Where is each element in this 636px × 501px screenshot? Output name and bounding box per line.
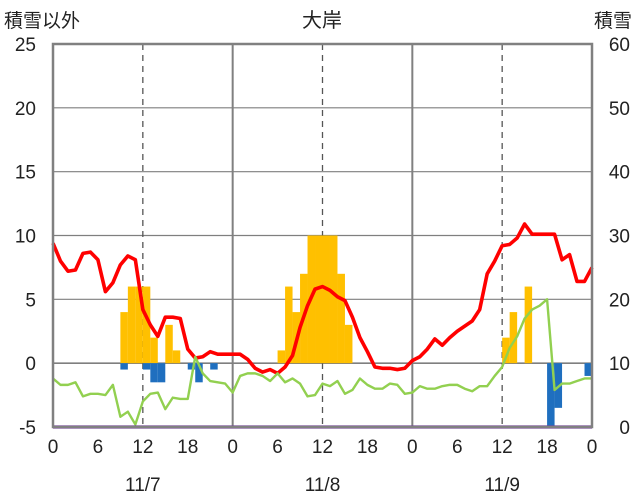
left-tick-label: 20	[15, 99, 36, 120]
x-tick-label: 12	[492, 437, 513, 458]
right-tick-label: 40	[609, 163, 630, 184]
left-tick-label: -5	[19, 418, 36, 439]
bar-0-h37	[329, 235, 338, 364]
bar-0-h13	[150, 337, 158, 364]
bar-1-h9	[120, 363, 128, 370]
x-tick-label: 0	[227, 437, 238, 458]
left-tick-label: 25	[15, 35, 36, 56]
chart-title: 大岸	[302, 8, 342, 32]
right-tick-label: 10	[609, 354, 630, 375]
x-tick-label: 18	[177, 437, 198, 458]
left-tick-label: 0	[25, 354, 36, 375]
x-tick-label: 18	[537, 437, 558, 458]
bar-1-h66	[547, 363, 555, 427]
bar-0-h30	[277, 350, 286, 364]
right-tick-label: 60	[609, 35, 630, 56]
day-label: 11/9	[484, 475, 520, 496]
bar-0-h10	[127, 286, 136, 364]
right-tick-label: 20	[609, 290, 630, 311]
bar-1-h13	[150, 363, 158, 383]
x-tick-label: 6	[272, 437, 283, 458]
right-tick-label: 0	[619, 418, 630, 439]
day-label: 11/7	[125, 475, 161, 496]
bar-0-h16	[172, 350, 181, 364]
bar-1-h18	[187, 363, 196, 370]
bar-0-h38	[337, 273, 345, 364]
bar-0-h63	[524, 286, 533, 364]
day-label: 11/8	[305, 475, 341, 496]
bar-0-h35	[315, 235, 323, 364]
bar-0-h61	[509, 312, 518, 364]
bar-0-h31	[285, 286, 293, 364]
bar-1-h12	[142, 363, 151, 370]
plot-frame	[51, 42, 594, 429]
series-line-3	[52, 298, 592, 426]
bar-1-h14	[157, 363, 166, 383]
x-tick-label: 12	[312, 437, 333, 458]
right-tick-label: 30	[609, 227, 630, 248]
right-tick-label: 50	[609, 99, 630, 120]
left-axis-label: 積雪以外	[4, 10, 80, 32]
bar-0-h12	[142, 286, 151, 364]
bar-0-h15	[165, 324, 173, 364]
bar-0-h60	[502, 337, 510, 364]
x-tick-label: 18	[357, 437, 378, 458]
x-tick-label: 6	[452, 437, 463, 458]
left-tick-label: 5	[25, 290, 36, 311]
bar-1-h71	[584, 363, 592, 376]
bar-1-h19	[195, 363, 203, 383]
series-line-2	[51, 222, 594, 376]
right-axis-label: 積雪	[594, 10, 632, 32]
x-tick-label: 12	[132, 437, 153, 458]
bar-0-h36	[322, 235, 330, 364]
x-tick-label: 0	[407, 437, 418, 458]
left-tick-label: 15	[15, 163, 36, 184]
bar-0-h39	[344, 324, 353, 364]
left-tick-label: 10	[15, 227, 36, 248]
x-tick-label: 0	[48, 437, 59, 458]
x-tick-label: 0	[587, 437, 598, 458]
x-tick-label: 6	[93, 437, 104, 458]
bar-1-h21	[210, 363, 218, 370]
bar-0-h9	[120, 312, 128, 364]
bar-0-h11	[135, 286, 143, 364]
